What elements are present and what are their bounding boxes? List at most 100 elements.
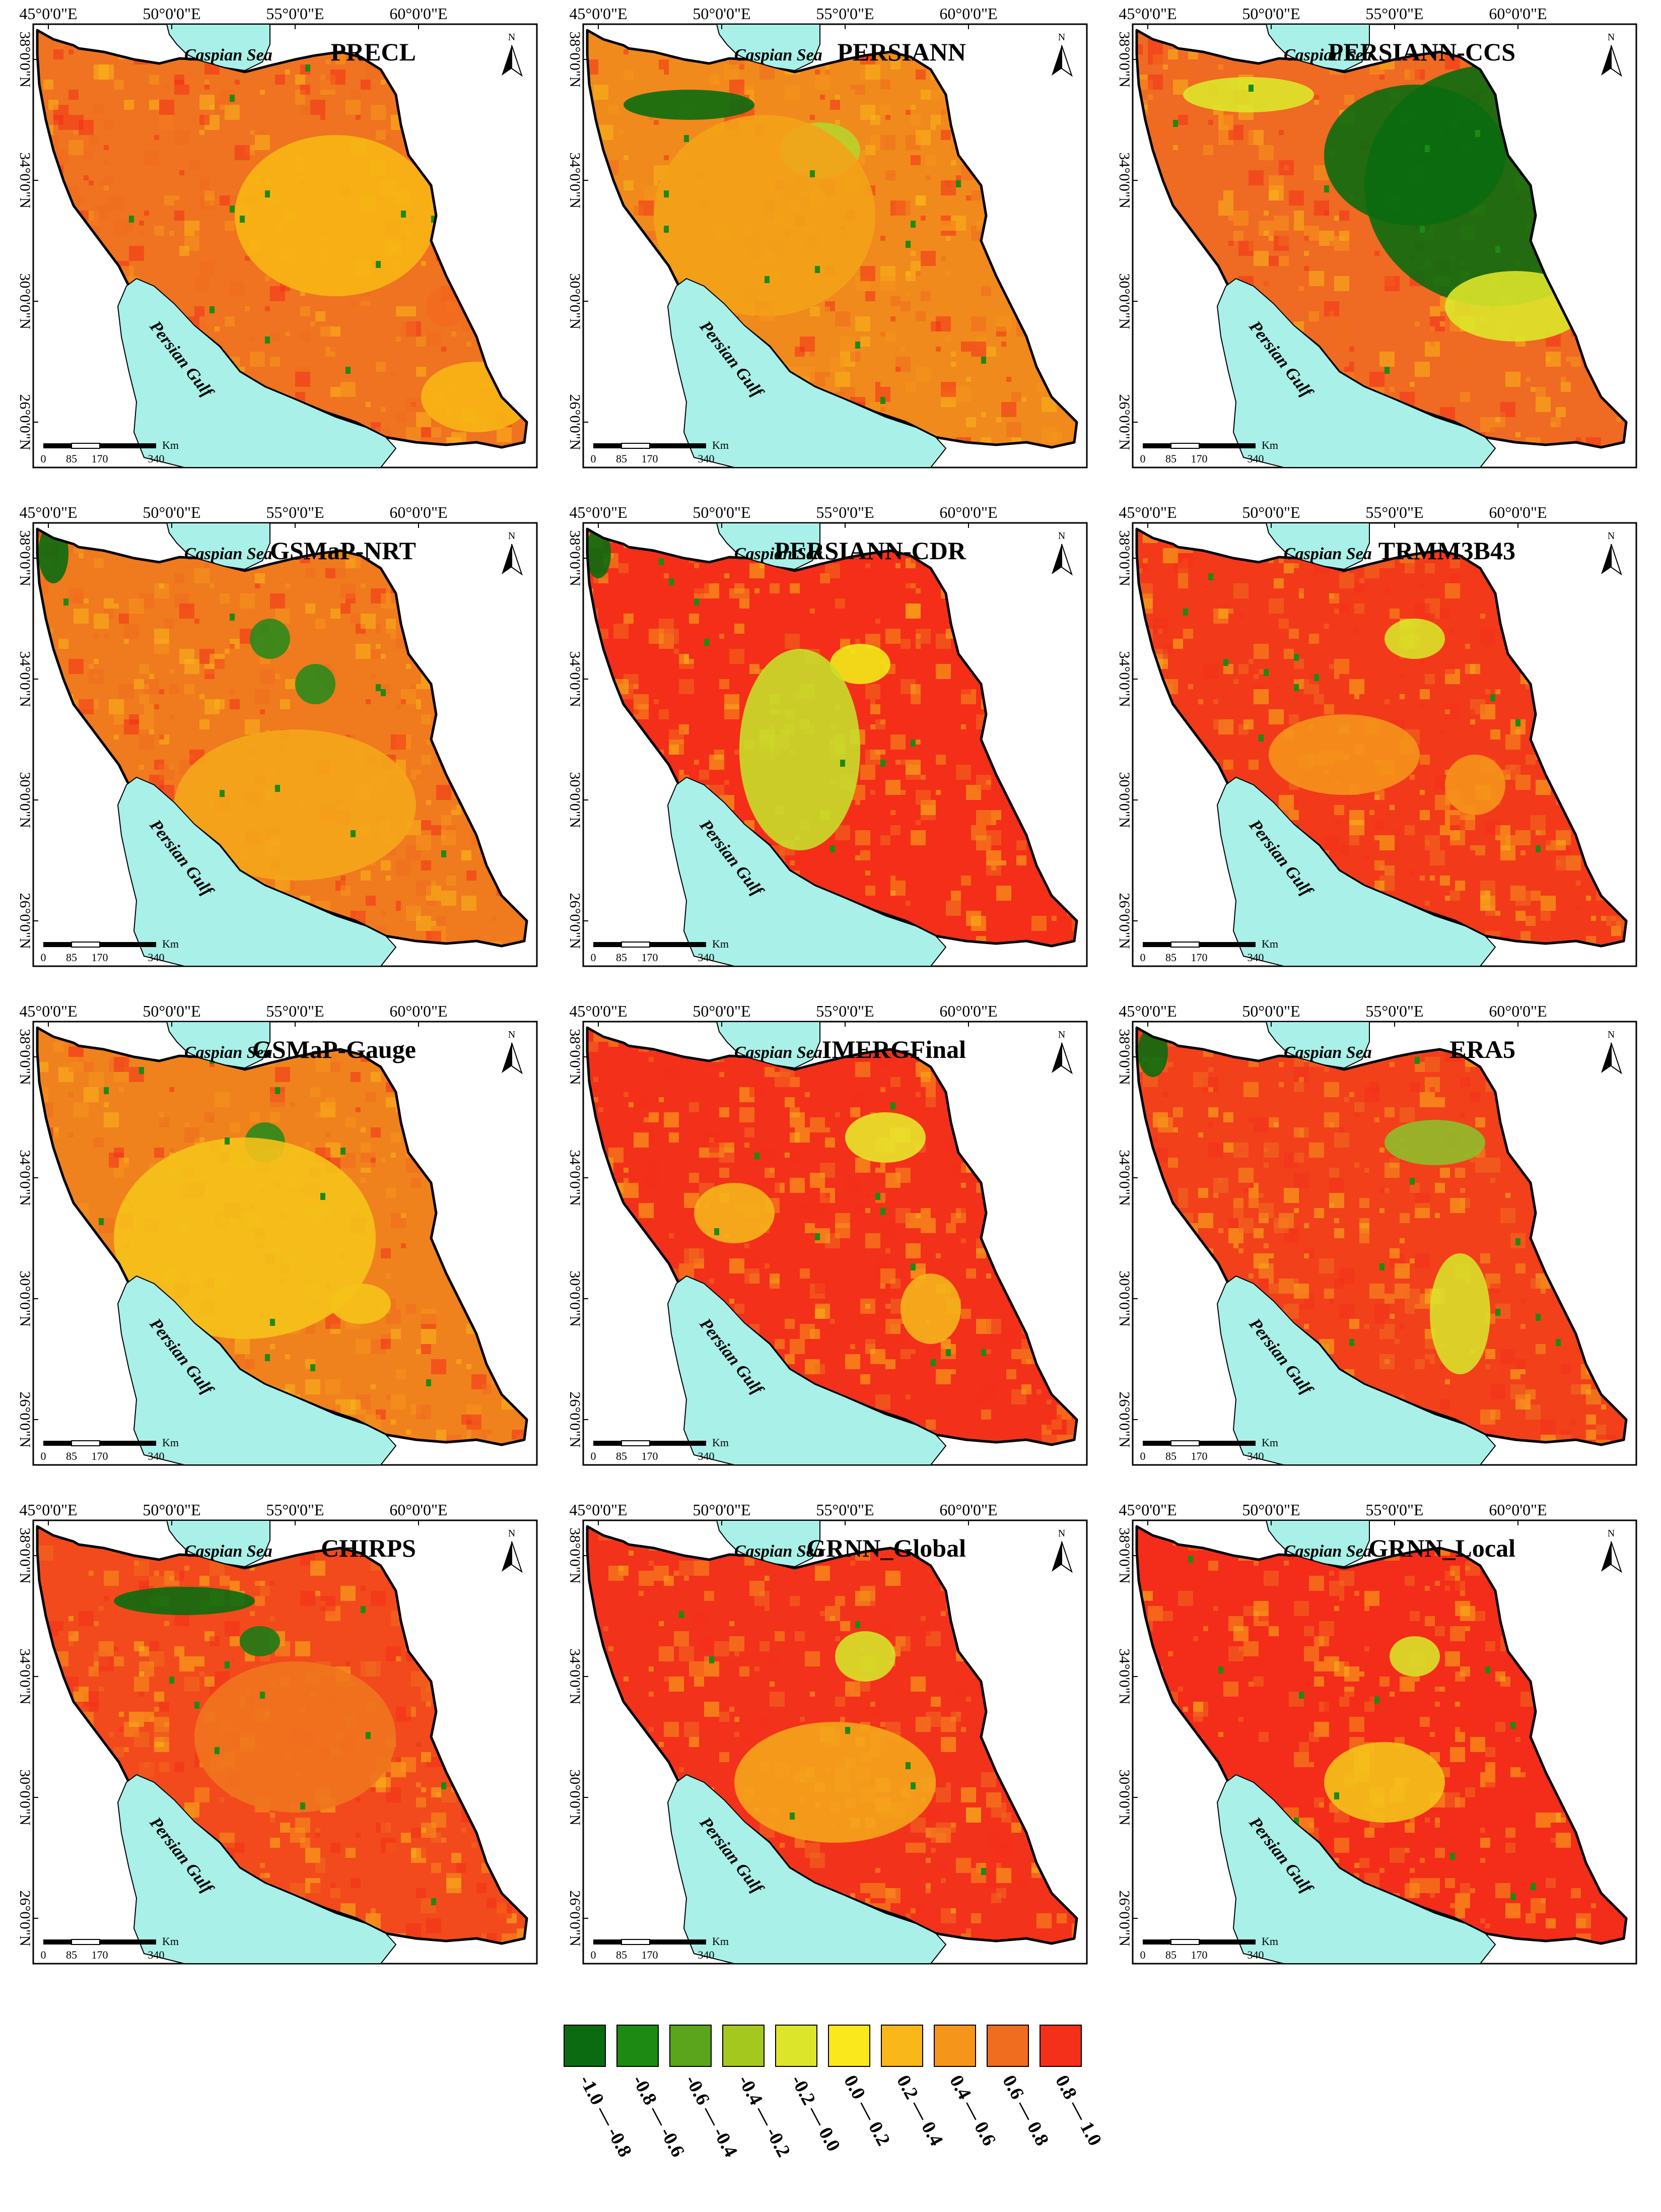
raster-cell <box>285 1354 290 1359</box>
raster-cell <box>1052 916 1057 921</box>
latitude-tick: 38°0'0"N <box>1116 530 1133 586</box>
raster-cell <box>1324 1067 1329 1072</box>
scale-bar-segment <box>650 443 706 448</box>
raster-cell <box>1264 231 1269 236</box>
raster-cell <box>830 357 845 372</box>
map-panel: Caspian Sea Persian Gulf PERSIANN-CCS N 45°0… <box>1116 5 1643 489</box>
raster-cell <box>1480 1410 1495 1425</box>
raster-cell <box>396 412 406 422</box>
raster-cell <box>1324 185 1329 192</box>
raster-cell <box>790 1112 805 1127</box>
raster-cell <box>300 85 310 95</box>
raster-cell <box>1163 644 1173 654</box>
raster-cell <box>593 1077 598 1082</box>
longitude-tick: 55°0'0"E <box>266 503 324 521</box>
raster-cell <box>951 891 961 901</box>
raster-cell <box>654 1067 659 1072</box>
caspian-sea <box>1265 522 1370 570</box>
raster-cell <box>89 180 94 185</box>
raster-cell <box>1420 689 1430 699</box>
raster-cell <box>159 1117 169 1127</box>
raster-cell <box>386 135 391 140</box>
raster-cell <box>906 291 911 296</box>
raster-cell <box>880 1284 885 1289</box>
raster-cell <box>114 714 124 724</box>
raster-cell <box>1385 367 1390 374</box>
raster-cell <box>315 1112 320 1117</box>
raster-cell <box>951 160 956 165</box>
raster-cell <box>270 593 285 609</box>
raster-cell <box>865 870 870 876</box>
scale-bar-segment <box>593 1441 621 1446</box>
raster-cell <box>936 347 941 352</box>
raster-cell <box>74 195 84 206</box>
raster-cell <box>1445 664 1455 674</box>
raster-cell <box>679 664 684 669</box>
raster-cell <box>986 1273 991 1279</box>
raster-cell <box>376 684 381 691</box>
north-label: N <box>508 32 515 43</box>
latitude-tick: 34°0'0"N <box>17 651 33 707</box>
raster-cell <box>941 130 951 140</box>
raster-cell <box>618 548 624 553</box>
longitude-tick: 50°0'0"E <box>693 5 750 23</box>
raster-cell <box>1369 810 1374 815</box>
raster-cell <box>1254 689 1269 704</box>
raster-cell <box>1586 896 1591 901</box>
raster-cell <box>890 810 895 815</box>
raster-cell <box>255 583 260 588</box>
raster-cell <box>1470 845 1475 850</box>
raster-cell <box>734 624 744 634</box>
scale-label: 0 <box>591 951 596 964</box>
scale-bar-segment <box>593 443 621 448</box>
raster-cell <box>174 130 189 145</box>
raster-cell <box>890 1218 895 1223</box>
raster-cell <box>729 563 744 578</box>
raster-cell <box>351 830 356 837</box>
raster-cell <box>139 231 144 236</box>
raster-cell <box>729 1299 734 1304</box>
raster-cell <box>981 1410 991 1420</box>
raster-cell <box>305 1379 320 1394</box>
raster-cell <box>976 810 991 825</box>
raster-cell <box>890 734 906 750</box>
raster-cell <box>624 614 634 624</box>
raster-cell <box>194 568 210 583</box>
north-label: N <box>508 530 515 542</box>
raster-cell <box>416 916 431 931</box>
raster-cell <box>895 1334 906 1344</box>
raster-cell <box>220 105 225 110</box>
raster-cell <box>119 614 129 624</box>
raster-cell <box>1001 1329 1016 1344</box>
raster-cell <box>971 1243 976 1248</box>
raster-cell <box>1213 719 1223 729</box>
raster-cell <box>194 306 204 316</box>
raster-cell <box>1390 609 1400 619</box>
raster-cell <box>1193 64 1198 70</box>
raster-cell <box>381 407 386 412</box>
raster-cell <box>371 1384 376 1389</box>
raster-cell <box>890 876 895 881</box>
scale-label: 85 <box>66 951 77 964</box>
raster-cell <box>1233 1243 1238 1248</box>
raster-cell <box>1470 719 1475 724</box>
raster-cell <box>295 95 305 105</box>
raster-cell <box>300 105 310 115</box>
raster-cell <box>53 1127 58 1132</box>
raster-cell <box>926 1097 936 1107</box>
raster-cell <box>1556 840 1566 850</box>
north-arrow-icon <box>511 544 523 576</box>
raster-cell <box>911 221 916 228</box>
raster-cell <box>724 573 729 578</box>
raster-cell <box>361 80 371 90</box>
raster-cell <box>305 604 315 614</box>
raster-cell <box>885 331 895 342</box>
raster-cell <box>1475 130 1480 137</box>
raster-cell <box>129 598 144 614</box>
raster-cell <box>315 1057 330 1072</box>
raster-cell <box>744 1143 749 1148</box>
raster-cell <box>401 321 416 337</box>
raster-cell <box>805 1223 815 1233</box>
map-panel: Caspian Sea Persian Gulf PRECL N 45°0'0"E 50°… <box>17 5 544 489</box>
raster-cell <box>225 649 230 654</box>
